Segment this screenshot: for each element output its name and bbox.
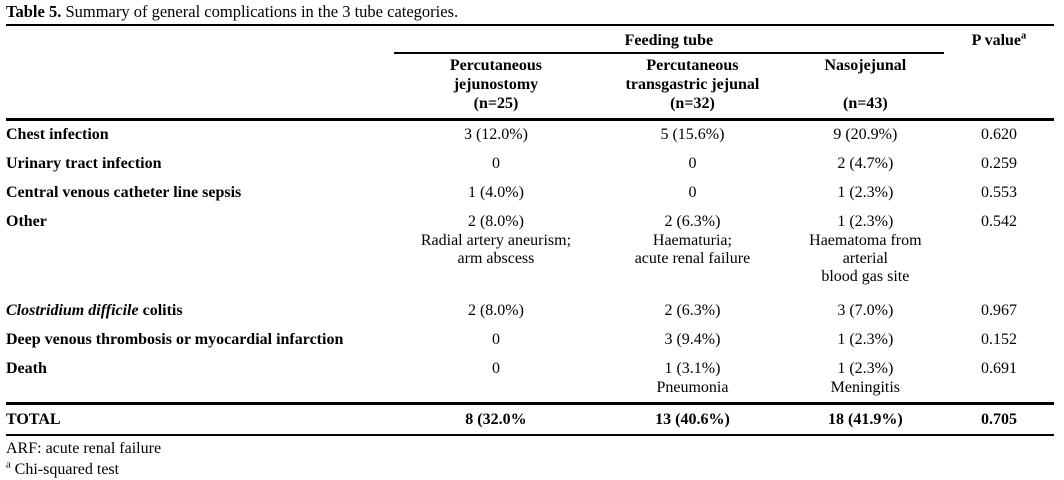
cell-value: 1 (2.3%) bbox=[837, 184, 894, 201]
table-header: Feeding tube P valuea Percutaneous jejun… bbox=[6, 28, 1054, 121]
total-label: TOTAL bbox=[6, 402, 394, 436]
table-title: Table 5. Summary of general complication… bbox=[6, 3, 1054, 26]
cell-value: 3 (9.4%) bbox=[664, 331, 721, 348]
organism-name: Clostridium difficile bbox=[6, 302, 139, 319]
empty-header-cell bbox=[6, 28, 394, 53]
table-row-chest-infection: Chest infection 3 (12.0%) 5 (15.6%) 9 (2… bbox=[6, 120, 1054, 151]
column-header-nasojejunal: Nasojejunal (n=43) bbox=[786, 53, 944, 121]
cell-value: 3 (7.0%) bbox=[837, 302, 894, 319]
cell-note: Haematoma from arterial blood gas site bbox=[809, 232, 922, 285]
table-row-central-venous-catheter-line-sepsis: Central venous catheter line sepsis 1 (4… bbox=[6, 179, 1054, 208]
table-row-death: Death 0 1 (3.1%) Pneumonia 1 (2.3%) Meni… bbox=[6, 355, 1054, 404]
footnote-chi-squared: a Chi-squared test bbox=[6, 459, 120, 478]
table-footer: TOTAL 8 (32.0% 13 (40.6%) 18 (41.9%) 0.7… bbox=[6, 402, 1054, 436]
cell-value: 3 (12.0%) bbox=[463, 126, 528, 143]
cell-value: 1 (3.1%) Pneumonia bbox=[598, 355, 787, 404]
cell-value: 2 (6.3%) Haematuria; acute renal failure bbox=[598, 208, 787, 297]
cell-value: 1 (2.3%) bbox=[837, 331, 894, 348]
row-label: Death bbox=[6, 360, 47, 377]
row-label: Clostridium difficile colitis bbox=[6, 302, 183, 319]
cell-p-value: 0.259 bbox=[980, 155, 1017, 172]
cell-value: 1 (2.3%) Haematoma from arterial blood g… bbox=[787, 208, 944, 297]
cell-value: 5 (15.6%) bbox=[660, 126, 725, 143]
cell-p-value: 0.152 bbox=[980, 331, 1017, 348]
cell-p-value: 0.691 bbox=[980, 360, 1017, 377]
table-row-clostridium-difficile-colitis: Clostridium difficile colitis 2 (8.0%) 2… bbox=[6, 297, 1054, 326]
cell-note: Pneumonia bbox=[656, 379, 729, 396]
cell-note: Haematuria; acute renal failure bbox=[634, 232, 751, 267]
cell-p-value: 0.542 bbox=[980, 213, 1017, 230]
cell-note: Meningitis bbox=[830, 379, 901, 396]
total-value: 18 (41.9%) bbox=[786, 402, 944, 436]
row-label: Other bbox=[6, 213, 47, 230]
empty-header-cell bbox=[943, 53, 1054, 121]
cell-value: 0 bbox=[491, 360, 500, 377]
row-label: Chest infection bbox=[6, 126, 109, 143]
column-header-transgastric-jejunal: Percutaneous transgastric jejunal (n=32) bbox=[598, 53, 787, 121]
cell-value: 0 bbox=[491, 155, 500, 172]
cell-value: 0 bbox=[688, 155, 697, 172]
table-row-total: TOTAL 8 (32.0% 13 (40.6%) 18 (41.9%) 0.7… bbox=[6, 402, 1054, 436]
row-label: Deep venous thrombosis or myocardial inf… bbox=[6, 331, 344, 348]
table-row-urinary-tract-infection: Urinary tract infection 0 0 2 (4.7%) 0.2… bbox=[6, 150, 1054, 179]
cell-p-value: 0.553 bbox=[980, 184, 1017, 201]
cell-value: 2 (4.7%) bbox=[837, 155, 894, 172]
total-value: 8 (32.0% bbox=[393, 402, 599, 436]
cell-value: 9 (20.9%) bbox=[833, 126, 898, 143]
footnote-arf: ARF: acute renal failure bbox=[6, 440, 162, 457]
table-footnotes: ARF: acute renal failure a Chi-squared t… bbox=[6, 436, 1054, 480]
cell-note: Radial artery aneurism; arm abscess bbox=[420, 232, 572, 267]
row-label: Urinary tract infection bbox=[6, 155, 162, 172]
group-header-row: Feeding tube P valuea bbox=[6, 28, 1054, 54]
table-row-other: Other 2 (8.0%) Radial artery aneurism; a… bbox=[6, 208, 1054, 297]
table-caption: Summary of general complications in the … bbox=[61, 2, 459, 21]
empty-header-cell bbox=[6, 53, 394, 121]
cell-value: 0 bbox=[491, 331, 500, 348]
p-value-footnote-marker: a bbox=[1021, 30, 1027, 42]
table-row-dvt-or-mi: Deep venous thrombosis or myocardial inf… bbox=[6, 326, 1054, 355]
cell-p-value: 0.967 bbox=[980, 302, 1017, 319]
total-p-value: 0.705 bbox=[943, 402, 1054, 436]
cell-value: 2 (8.0%) Radial artery aneurism; arm abs… bbox=[394, 208, 598, 297]
table-number: Table 5. bbox=[6, 2, 62, 21]
feeding-tube-group-header: Feeding tube bbox=[393, 28, 944, 54]
cell-value: 1 (4.0%) bbox=[467, 184, 524, 201]
cell-value: 2 (8.0%) bbox=[467, 302, 524, 319]
column-header-percutaneous-jejunostomy: Percutaneous jejunostomy (n=25) bbox=[393, 53, 599, 121]
cell-value: 1 (2.3%) Meningitis bbox=[787, 355, 944, 404]
row-label: Central venous catheter line sepsis bbox=[6, 184, 242, 201]
cell-value: 2 (6.3%) bbox=[664, 302, 721, 319]
p-value-header: P valuea bbox=[971, 30, 1027, 49]
total-value: 13 (40.6%) bbox=[598, 402, 787, 436]
complications-table: Feeding tube P valuea Percutaneous jejun… bbox=[6, 28, 1054, 436]
cell-p-value: 0.620 bbox=[980, 126, 1017, 143]
column-header-row: Percutaneous jejunostomy (n=25) Percutan… bbox=[6, 53, 1054, 121]
table-body: Chest infection 3 (12.0%) 5 (15.6%) 9 (2… bbox=[6, 120, 1054, 404]
cell-value: 0 bbox=[688, 184, 697, 201]
